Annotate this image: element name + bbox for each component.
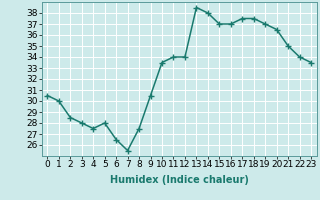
X-axis label: Humidex (Indice chaleur): Humidex (Indice chaleur) — [110, 175, 249, 185]
